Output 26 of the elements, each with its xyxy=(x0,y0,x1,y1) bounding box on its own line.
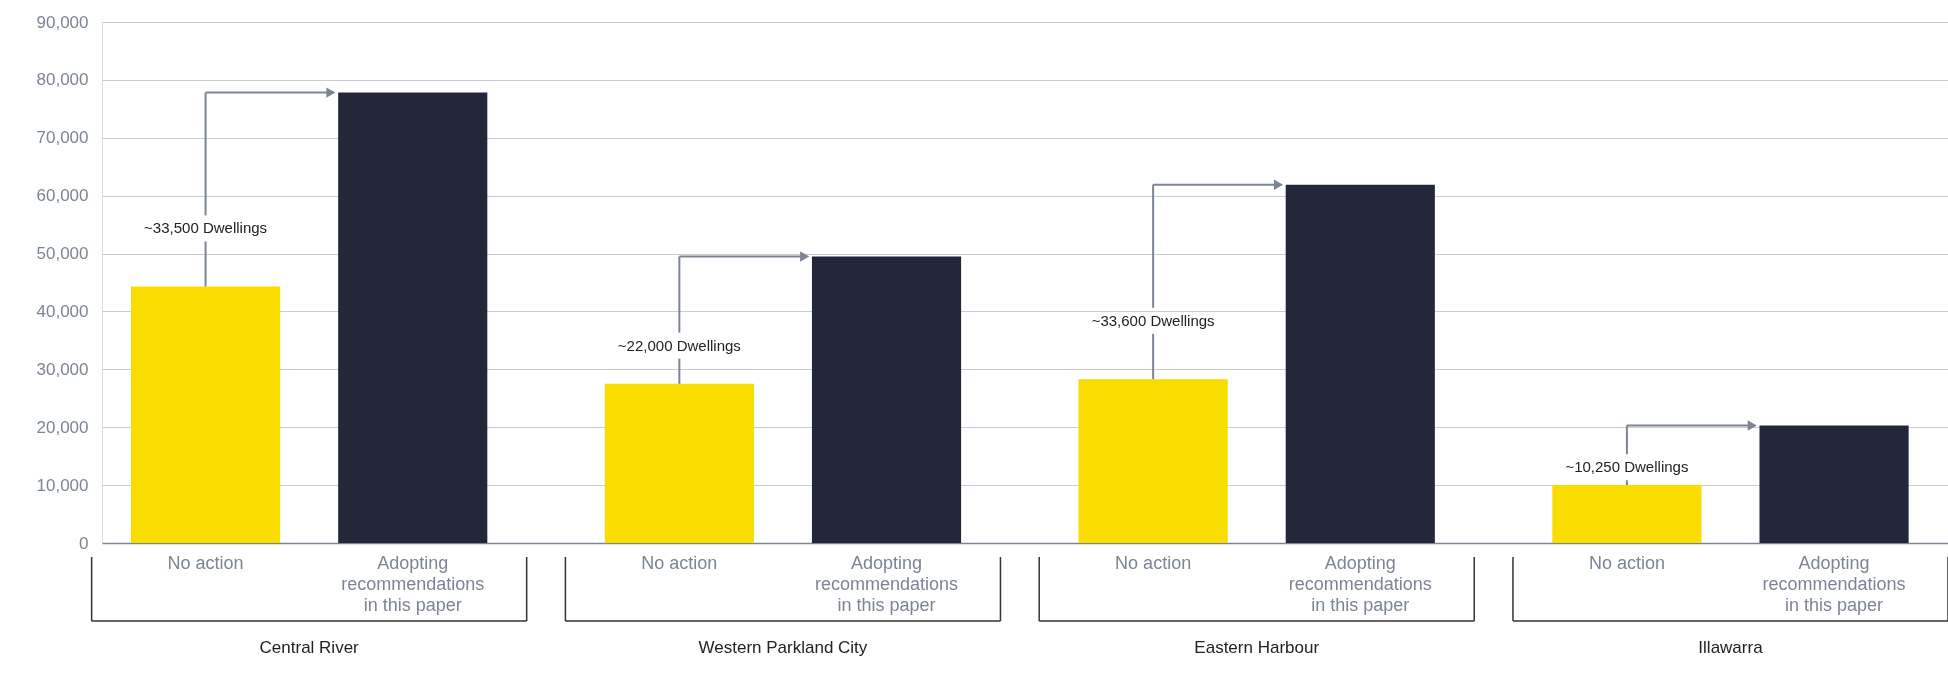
text: Western Parkland City xyxy=(698,638,868,657)
text: Central River xyxy=(259,638,360,657)
y-tick-label: 0 xyxy=(79,533,89,553)
x-tick-label: No action xyxy=(167,553,244,573)
annotation: ~33,500 Dwellings xyxy=(144,219,268,237)
text: Illawarra xyxy=(1698,638,1764,657)
x-tick-label: No action xyxy=(1588,553,1665,573)
text: Eastern Harbour xyxy=(1194,638,1320,657)
y-tick-label: 20,000 xyxy=(36,417,89,437)
x-tick-label: Adopting recommendations in this paper xyxy=(341,553,485,615)
y-tick-label: 80,000 xyxy=(36,70,89,90)
x-tick-label: Adopting recommendations in this paper xyxy=(814,553,959,615)
annotation: ~33,600 Dwellings xyxy=(1091,311,1215,329)
x-tick-label: Adopting recommendations in this paper xyxy=(1288,553,1432,615)
y-tick-label: 70,000 xyxy=(36,128,89,148)
annotation: ~22,000 Dwellings xyxy=(617,336,741,354)
annotation: ~10,250 Dwellings xyxy=(1565,458,1689,476)
y-tick-label: 40,000 xyxy=(36,301,89,321)
y-tick-label: 90,000 xyxy=(36,12,89,32)
x-tick-label: No action xyxy=(1115,553,1192,573)
x-tick-label: No action xyxy=(641,553,718,573)
y-tick-label: 10,000 xyxy=(36,475,89,495)
y-tick-label: 50,000 xyxy=(36,244,89,264)
y-tick-label: 60,000 xyxy=(36,186,89,206)
x-tick-label: Adopting recommendations in this paper xyxy=(1762,553,1906,615)
y-tick-label: 30,000 xyxy=(36,359,89,379)
